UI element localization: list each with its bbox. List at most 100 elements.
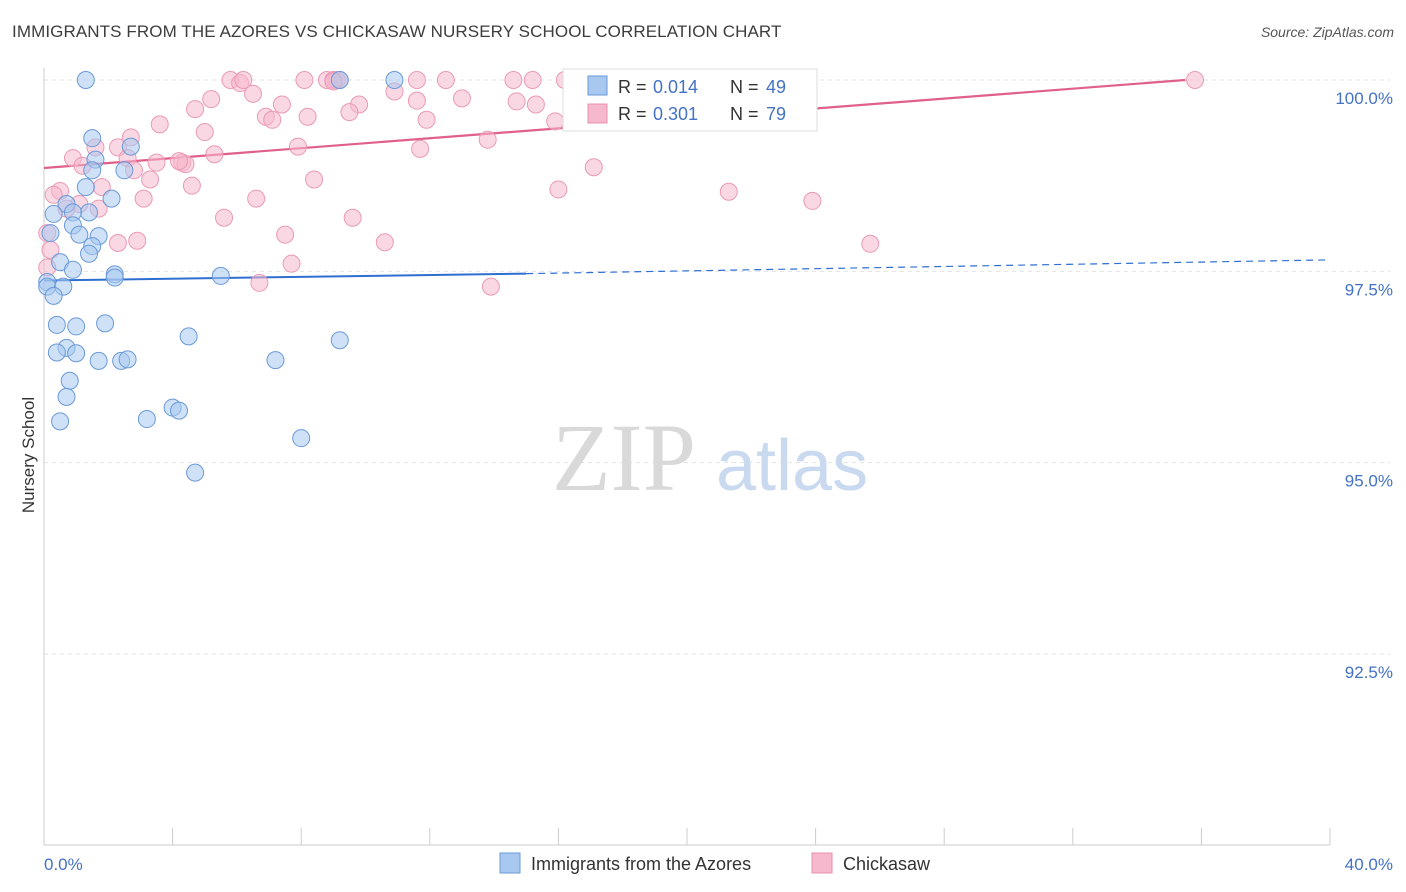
azores-point-44 xyxy=(170,401,189,420)
azores-point-33 xyxy=(330,331,349,350)
chickasaw-point-3 xyxy=(295,71,314,89)
legend-r-value-1: 0.014 xyxy=(653,77,698,97)
legend-swatch-blue xyxy=(587,75,608,96)
y-tick-label-0: 100.0% xyxy=(1335,89,1393,108)
azores-point-11 xyxy=(44,204,63,223)
chickasaw-point-73 xyxy=(861,234,880,253)
azores-point-46 xyxy=(137,410,156,429)
azores-point-32 xyxy=(179,327,198,346)
azores-point-42 xyxy=(57,387,76,406)
legend-r-value-2: 0.301 xyxy=(653,104,698,124)
chickasaw-point-60 xyxy=(134,189,153,208)
chickasaw-point-41 xyxy=(411,139,430,158)
chickasaw-point-58 xyxy=(719,182,738,201)
chickasaw-point-15 xyxy=(1185,71,1204,89)
azores-point-3 xyxy=(83,129,102,148)
series-legend-swatch-2 xyxy=(811,852,833,874)
x-tick-label-1: 40.0% xyxy=(1345,855,1393,874)
legend-n-label-1: N = xyxy=(730,77,759,97)
chickasaw-point-25 xyxy=(507,92,526,111)
chickasaw-point-26 xyxy=(526,95,545,114)
source-label: Source: ZipAtlas.com xyxy=(1260,24,1394,40)
legend-n-label-2: N = xyxy=(730,104,759,124)
series-legend: Immigrants from the Azores Chickasaw xyxy=(499,852,931,874)
correlation-legend: R = 0.014 N = 49 R = 0.301 N = 79 xyxy=(562,68,818,132)
chickasaw-point-71 xyxy=(128,231,147,250)
azores-point-40 xyxy=(266,351,285,370)
azores-point-30 xyxy=(67,317,86,336)
chickasaw-point-70 xyxy=(108,234,127,253)
azores-point-9 xyxy=(102,189,121,208)
y-tick-labels: 100.0% 97.5% 95.0% 92.5% xyxy=(1335,89,1393,682)
watermark-atlas: atlas xyxy=(716,426,868,506)
azores-point-29 xyxy=(47,315,66,334)
legend-r-label-1: R = xyxy=(618,77,647,97)
chickasaw-point-8 xyxy=(407,71,426,89)
series-legend-swatch-1 xyxy=(499,852,521,874)
azores-point-4 xyxy=(121,137,140,156)
azores-point-39 xyxy=(118,350,137,369)
legend-swatch-pink xyxy=(587,103,608,124)
legend-n-value-1: 49 xyxy=(766,77,786,97)
data-points xyxy=(38,71,1204,482)
chickasaw-point-30 xyxy=(263,110,282,129)
axes xyxy=(43,68,1331,846)
chickasaw-point-9 xyxy=(436,71,455,89)
chickasaw-point-53 xyxy=(305,170,324,189)
chickasaw-point-37 xyxy=(478,130,497,149)
chickasaw-point-75 xyxy=(282,254,301,273)
azores-point-19 xyxy=(80,244,99,263)
azores-point-37 xyxy=(89,351,108,370)
chickasaw-point-48 xyxy=(205,145,224,164)
y-axis-title: Nursery School xyxy=(19,397,38,513)
chickasaw-point-10 xyxy=(504,71,523,89)
chickasaw-point-51 xyxy=(584,158,603,177)
azores-point-47 xyxy=(292,429,311,448)
chickasaw-point-21 xyxy=(272,95,291,114)
chickasaw-point-57 xyxy=(549,180,568,199)
azores-point-7 xyxy=(115,161,134,180)
chickasaw-point-67 xyxy=(343,208,362,227)
chickasaw-point-32 xyxy=(417,110,436,129)
chickasaw-point-2 xyxy=(234,71,253,89)
azores-point-8 xyxy=(76,178,95,197)
azores-point-15 xyxy=(41,224,60,243)
chickasaw-point-62 xyxy=(803,191,822,210)
chickasaw-point-61 xyxy=(247,189,266,208)
chickasaw-point-72 xyxy=(375,233,394,252)
chickasaw-point-28 xyxy=(340,103,359,122)
series-legend-label-2: Chickasaw xyxy=(843,854,931,874)
chickasaw-point-34 xyxy=(150,115,169,134)
x-tick-label-0: 0.0% xyxy=(44,855,83,874)
chickasaw-point-33 xyxy=(546,112,565,131)
legend-r-label-2: R = xyxy=(618,104,647,124)
y-tick-label-1: 97.5% xyxy=(1345,280,1393,299)
azores-point-6 xyxy=(83,161,102,180)
chickasaw-point-31 xyxy=(298,107,317,126)
x-tick-labels: 0.0% 40.0% xyxy=(44,855,1393,874)
azores-trend-line xyxy=(43,272,527,282)
chickasaw-point-76 xyxy=(250,273,269,292)
azores-trend-extension xyxy=(526,259,1331,275)
chickasaw-point-77 xyxy=(481,277,500,296)
azores-point-35 xyxy=(47,343,66,362)
chickasaw-point-47 xyxy=(170,152,189,171)
chickasaw-point-69 xyxy=(276,225,295,244)
azores-point-21 xyxy=(63,260,82,279)
azores-point-31 xyxy=(96,314,115,333)
azores-point-0 xyxy=(76,71,95,89)
chickasaw-point-11 xyxy=(523,71,542,89)
chickasaw-point-66 xyxy=(215,208,234,227)
y-tick-label-2: 95.0% xyxy=(1345,472,1393,491)
azores-point-45 xyxy=(51,412,70,431)
azores-point-16 xyxy=(70,225,89,244)
chart-title: IMMIGRANTS FROM THE AZORES VS CHICKASAW … xyxy=(12,22,782,41)
chickasaw-point-56 xyxy=(182,176,201,195)
chickasaw-point-23 xyxy=(407,91,426,110)
grid-lines xyxy=(44,79,1390,655)
chickasaw-point-35 xyxy=(195,123,214,142)
chickasaw-point-17 xyxy=(243,84,262,103)
chickasaw-point-40 xyxy=(288,137,307,156)
chickasaw-point-52 xyxy=(141,170,160,189)
